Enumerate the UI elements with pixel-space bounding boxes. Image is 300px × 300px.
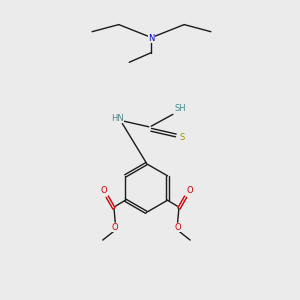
Text: O: O — [174, 223, 181, 232]
Text: N: N — [148, 34, 155, 43]
Text: O: O — [112, 223, 119, 232]
Text: HN: HN — [111, 114, 124, 123]
Text: O: O — [100, 186, 106, 195]
Text: SH: SH — [175, 104, 186, 113]
Text: O: O — [186, 186, 193, 195]
Text: S: S — [179, 133, 184, 142]
